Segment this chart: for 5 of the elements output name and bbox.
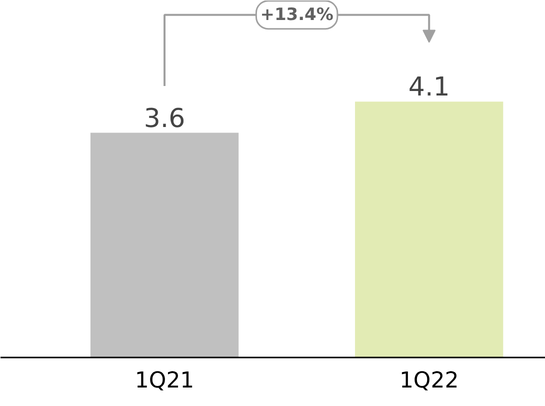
x-tick-label: 1Q21 (134, 368, 194, 394)
data-label: 3.6 (144, 104, 186, 134)
data-label: 4.1 (408, 72, 450, 103)
x-tick-label: 1Q22 (399, 368, 459, 394)
text: +13.4% (260, 4, 334, 25)
